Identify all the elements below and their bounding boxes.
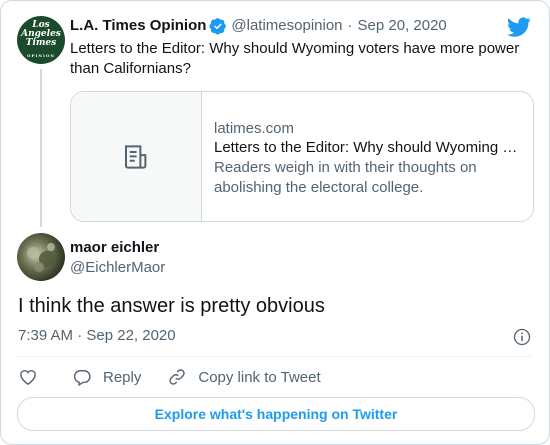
thread-connector	[40, 69, 42, 227]
reply-author-avatar[interactable]	[17, 233, 65, 281]
latimes-avatar[interactable]: Los Angeles Times OPINION	[17, 16, 65, 64]
copy-link-label: Copy link to Tweet	[198, 368, 321, 386]
avatar-text-line-1: Los	[32, 19, 50, 30]
copy-link-button[interactable]: Copy link to Tweet	[167, 367, 321, 387]
verified-badge-icon	[209, 18, 227, 35]
parent-author-name[interactable]: L.A. Times Opinion	[70, 17, 207, 34]
like-button[interactable]	[18, 367, 38, 387]
avatar-subtext: OPINION	[26, 52, 56, 58]
avatar-text-line-3: Times	[25, 37, 57, 48]
link-description: Readers weigh in with their thoughts on …	[214, 159, 477, 196]
divider	[17, 356, 533, 357]
link-title: Letters to the Editor: Why should Wyomin…	[214, 139, 518, 156]
reply-label: Reply	[103, 368, 142, 386]
parent-author-handle[interactable]: @latimesopinion	[231, 17, 343, 34]
reply-author-handle[interactable]: @EichlerMaor	[70, 259, 166, 276]
reply-button[interactable]: Reply	[72, 367, 141, 387]
article-icon	[125, 144, 147, 169]
tweet-timestamp[interactable]: 7:39 AM · Sep 22, 2020	[18, 327, 176, 344]
reply-tweet-text: I think the answer is pretty obvious	[18, 295, 325, 317]
parent-tweet-text: Letters to the Editor: Why should Wyomin…	[70, 40, 520, 77]
reply-author-name[interactable]: maor eichler	[70, 239, 160, 256]
link-icon	[169, 369, 186, 385]
avatar-text-line-2: Angeles	[21, 28, 61, 39]
avatar-photo	[27, 243, 55, 272]
explore-twitter-button[interactable]: Explore what's happening on Twitter	[17, 397, 535, 431]
heart-icon	[20, 369, 36, 385]
link-domain: latimes.com	[214, 120, 295, 137]
link-thumbnail	[71, 92, 202, 221]
link-preview-card[interactable]: latimes.com Letters to the Editor: Why s…	[70, 91, 534, 222]
header-separator: ·	[347, 17, 353, 34]
twitter-bird-icon[interactable]	[507, 15, 531, 39]
parent-tweet-header: L.A. Times Opinion @latimesopinion · Sep…	[70, 16, 447, 36]
info-icon[interactable]	[512, 327, 532, 347]
tweet-actions: Reply Copy link to Tweet	[18, 366, 321, 388]
reply-icon	[73, 370, 91, 387]
parent-tweet-date[interactable]: Sep 20, 2020	[357, 17, 447, 34]
